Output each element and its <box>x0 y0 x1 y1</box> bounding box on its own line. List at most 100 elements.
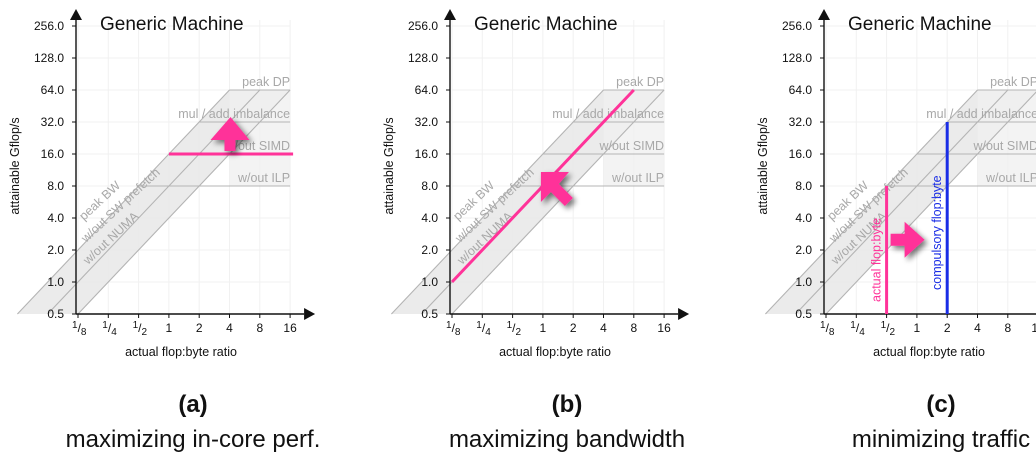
y-tick-label: 128.0 <box>782 51 812 65</box>
bandwidth-band <box>765 90 1036 314</box>
x-tick-label: 1/8 <box>72 320 87 338</box>
y-tick-label: 64.0 <box>41 83 65 97</box>
bandwidth-ceiling-line <box>17 89 230 315</box>
x-tick-label: 2 <box>944 321 951 335</box>
panel-caption: maximizing bandwidth <box>449 426 685 453</box>
x-tick-label: 1 <box>166 321 173 335</box>
y-tick-label: 1.0 <box>421 275 438 289</box>
up-left-arrow-icon <box>540 172 573 206</box>
x-tick-label: 8 <box>256 321 263 335</box>
x-tick-label: 1/8 <box>446 320 461 338</box>
y-tick-label: 1.0 <box>795 275 812 289</box>
chart-title: Generic Machine <box>848 14 992 35</box>
compute-ceiling-label: w/out SIMD <box>224 139 290 153</box>
compute-ceiling-label: mul / add imbalance <box>178 107 290 121</box>
y-tick-label: 256.0 <box>782 19 812 33</box>
compute-ceiling-label: peak DP <box>990 75 1036 89</box>
y-tick-label: 32.0 <box>41 115 65 129</box>
right-arrow-icon <box>890 221 925 258</box>
bandwidth-ceiling-line <box>765 89 978 315</box>
bandwidth-ceiling-line <box>825 91 1036 315</box>
y-axis-arrowhead <box>70 9 82 20</box>
y-tick-label: 16.0 <box>41 147 65 161</box>
y-tick-label: 4.0 <box>421 211 438 225</box>
x-axis-title: actual flop:byte ratio <box>499 345 611 359</box>
x-tick-label: 1/4 <box>850 320 865 338</box>
x-tick-label: 4 <box>226 321 233 335</box>
x-tick-label: 16 <box>283 321 297 335</box>
y-tick-label: 4.0 <box>47 211 64 225</box>
panel-letter: (c) <box>926 391 955 418</box>
x-tick-label: 1/8 <box>820 320 835 338</box>
x-tick-label: 4 <box>600 321 607 335</box>
vertical-ratio-label: compulsory flop:byte <box>930 175 944 290</box>
x-tick-label: 16 <box>1031 321 1036 335</box>
compute-ceiling-label: mul / add imbalance <box>926 107 1036 121</box>
x-axis-arrowhead <box>678 308 690 320</box>
compute-ceiling-label: mul / add imbalance <box>552 107 664 121</box>
x-tick-label: 1/2 <box>507 320 522 338</box>
chart-title: Generic Machine <box>100 14 244 35</box>
bandwidth-ceiling-line <box>77 89 291 315</box>
y-tick-label: 8.0 <box>795 179 812 193</box>
x-tick-label: 8 <box>1004 321 1011 335</box>
panel-letter: (b) <box>552 391 583 418</box>
up-arrow-icon <box>210 117 250 151</box>
y-tick-label: 16.0 <box>415 147 439 161</box>
y-tick-label: 0.5 <box>47 307 64 321</box>
y-tick-label: 128.0 <box>408 51 438 65</box>
y-axis-arrowhead <box>444 9 456 20</box>
x-tick-label: 8 <box>630 321 637 335</box>
panel-letter: (a) <box>178 391 207 418</box>
compute-ceiling-label: peak DP <box>616 75 664 89</box>
x-tick-label: 1/2 <box>881 320 896 338</box>
panel-caption: minimizing traffic <box>852 426 1030 453</box>
vertical-ratio-label: actual flop:byte <box>870 218 884 302</box>
y-tick-label: 16.0 <box>789 147 813 161</box>
compute-ceiling-label: w/out ILP <box>237 171 290 185</box>
x-tick-label: 1/4 <box>102 320 117 338</box>
bandwidth-ceiling-line <box>391 89 604 315</box>
bandwidth-ceiling-line <box>451 89 665 315</box>
y-tick-label: 2.0 <box>421 243 438 257</box>
y-tick-label: 2.0 <box>795 243 812 257</box>
y-tick-label: 256.0 <box>408 19 438 33</box>
compute-band <box>977 90 1036 186</box>
compute-ceiling-label: peak DP <box>242 75 290 89</box>
y-tick-label: 64.0 <box>415 83 439 97</box>
x-axis-title: actual flop:byte ratio <box>125 345 237 359</box>
y-axis-title: attainable Gflop/s <box>756 117 770 214</box>
compute-ceiling-label: w/out SIMD <box>972 139 1036 153</box>
compute-ceiling-label: w/out ILP <box>985 171 1036 185</box>
x-tick-label: 1/2 <box>133 320 148 338</box>
y-tick-label: 256.0 <box>34 19 64 33</box>
bandwidth-ceiling-line <box>795 89 1009 315</box>
x-tick-label: 2 <box>570 321 577 335</box>
y-tick-label: 32.0 <box>789 115 813 129</box>
y-tick-label: 8.0 <box>47 179 64 193</box>
y-tick-label: 128.0 <box>34 51 64 65</box>
x-tick-label: 4 <box>974 321 981 335</box>
y-tick-label: 0.5 <box>795 307 812 321</box>
y-tick-label: 1.0 <box>47 275 64 289</box>
y-tick-label: 4.0 <box>795 211 812 225</box>
y-axis-arrowhead <box>818 9 830 20</box>
y-tick-label: 32.0 <box>415 115 439 129</box>
y-tick-label: 64.0 <box>789 83 813 97</box>
x-tick-label: 16 <box>657 321 671 335</box>
x-axis-title: actual flop:byte ratio <box>873 345 985 359</box>
x-tick-label: 1/4 <box>476 320 491 338</box>
x-axis-arrowhead <box>304 308 316 320</box>
y-tick-label: 0.5 <box>421 307 438 321</box>
x-tick-label: 1 <box>540 321 547 335</box>
compute-ceiling-label: w/out SIMD <box>598 139 664 153</box>
x-tick-label: 2 <box>196 321 203 335</box>
compute-band <box>603 90 665 186</box>
x-tick-label: 1 <box>914 321 921 335</box>
y-axis-title: attainable Gflop/s <box>8 117 22 214</box>
y-tick-label: 8.0 <box>421 179 438 193</box>
